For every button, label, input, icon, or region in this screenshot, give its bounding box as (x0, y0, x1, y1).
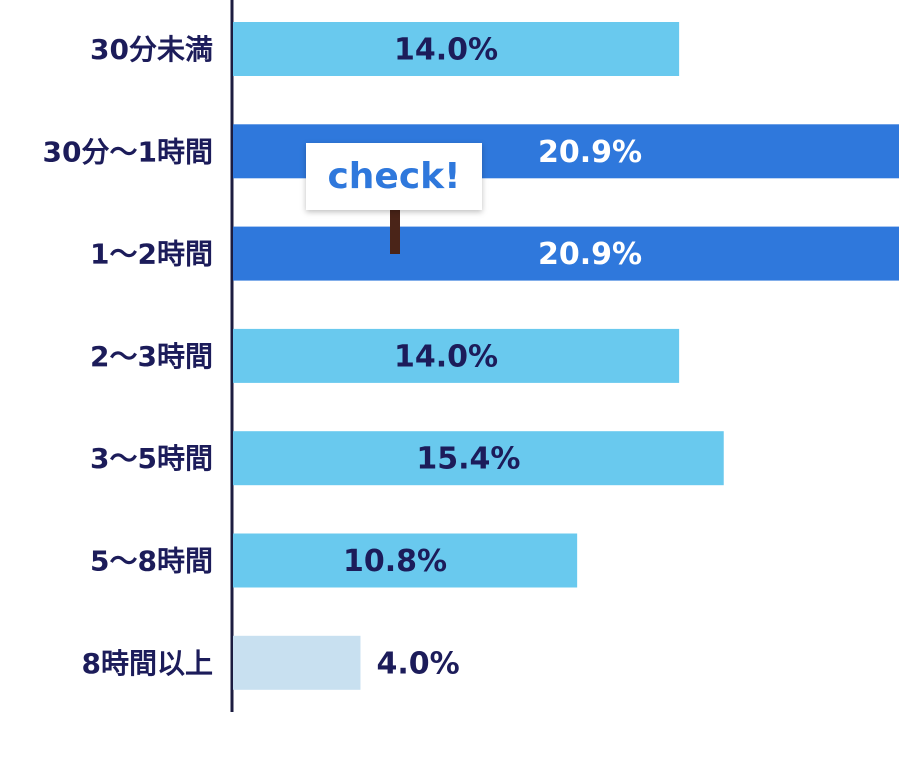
bar (233, 635, 361, 690)
category-label: 2～3時間 (90, 340, 213, 373)
value-label: 20.9% (538, 237, 642, 272)
category-label: 30分～1時間 (43, 135, 213, 168)
bar (233, 22, 680, 76)
category-label: 30分未満 (90, 33, 213, 66)
bar (233, 431, 724, 486)
category-label: 3～5時間 (90, 442, 213, 475)
value-label: 20.9% (538, 135, 642, 170)
category-label: 1～2時間 (90, 238, 213, 271)
category-label: 8時間以上 (82, 647, 213, 680)
bar (233, 226, 899, 281)
value-label: 15.4% (416, 442, 520, 477)
bar (233, 533, 578, 588)
annotation-text: check! (327, 156, 460, 197)
value-label: 14.0% (394, 33, 498, 68)
value-label: 4.0% (376, 646, 459, 681)
annotation-box (306, 143, 482, 210)
annotation-post (390, 205, 400, 254)
category-label: 5～8時間 (90, 545, 213, 578)
bar (233, 328, 680, 383)
value-label: 14.0% (394, 339, 498, 374)
value-label: 10.8% (343, 544, 447, 579)
